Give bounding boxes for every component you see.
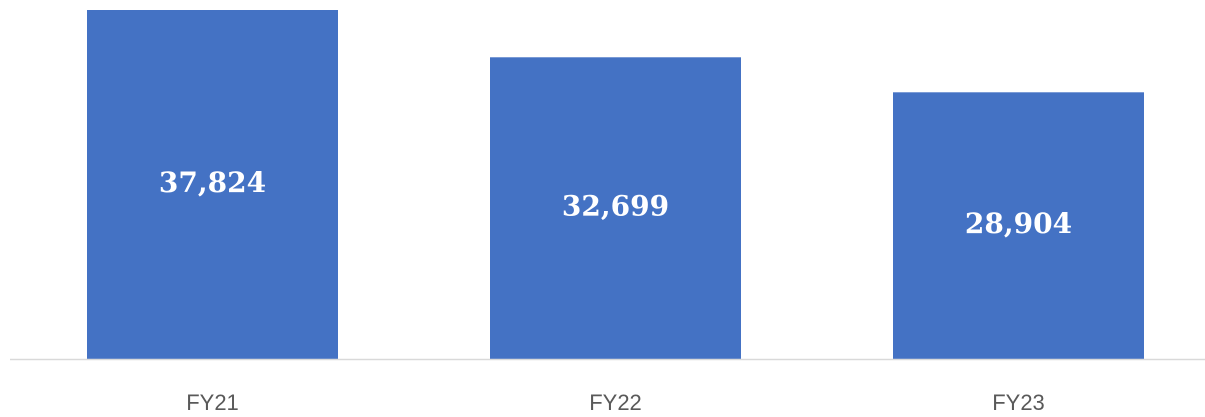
x-tick-label: FY23 — [992, 390, 1045, 415]
data-label: 37,824 — [159, 166, 266, 199]
bar — [87, 10, 338, 359]
bar — [893, 92, 1144, 360]
x-tick-label: FY22 — [589, 390, 642, 415]
bar — [490, 57, 741, 360]
data-label: 28,904 — [965, 207, 1072, 240]
x-tick-label: FY21 — [186, 390, 239, 415]
data-label: 32,699 — [562, 190, 669, 223]
